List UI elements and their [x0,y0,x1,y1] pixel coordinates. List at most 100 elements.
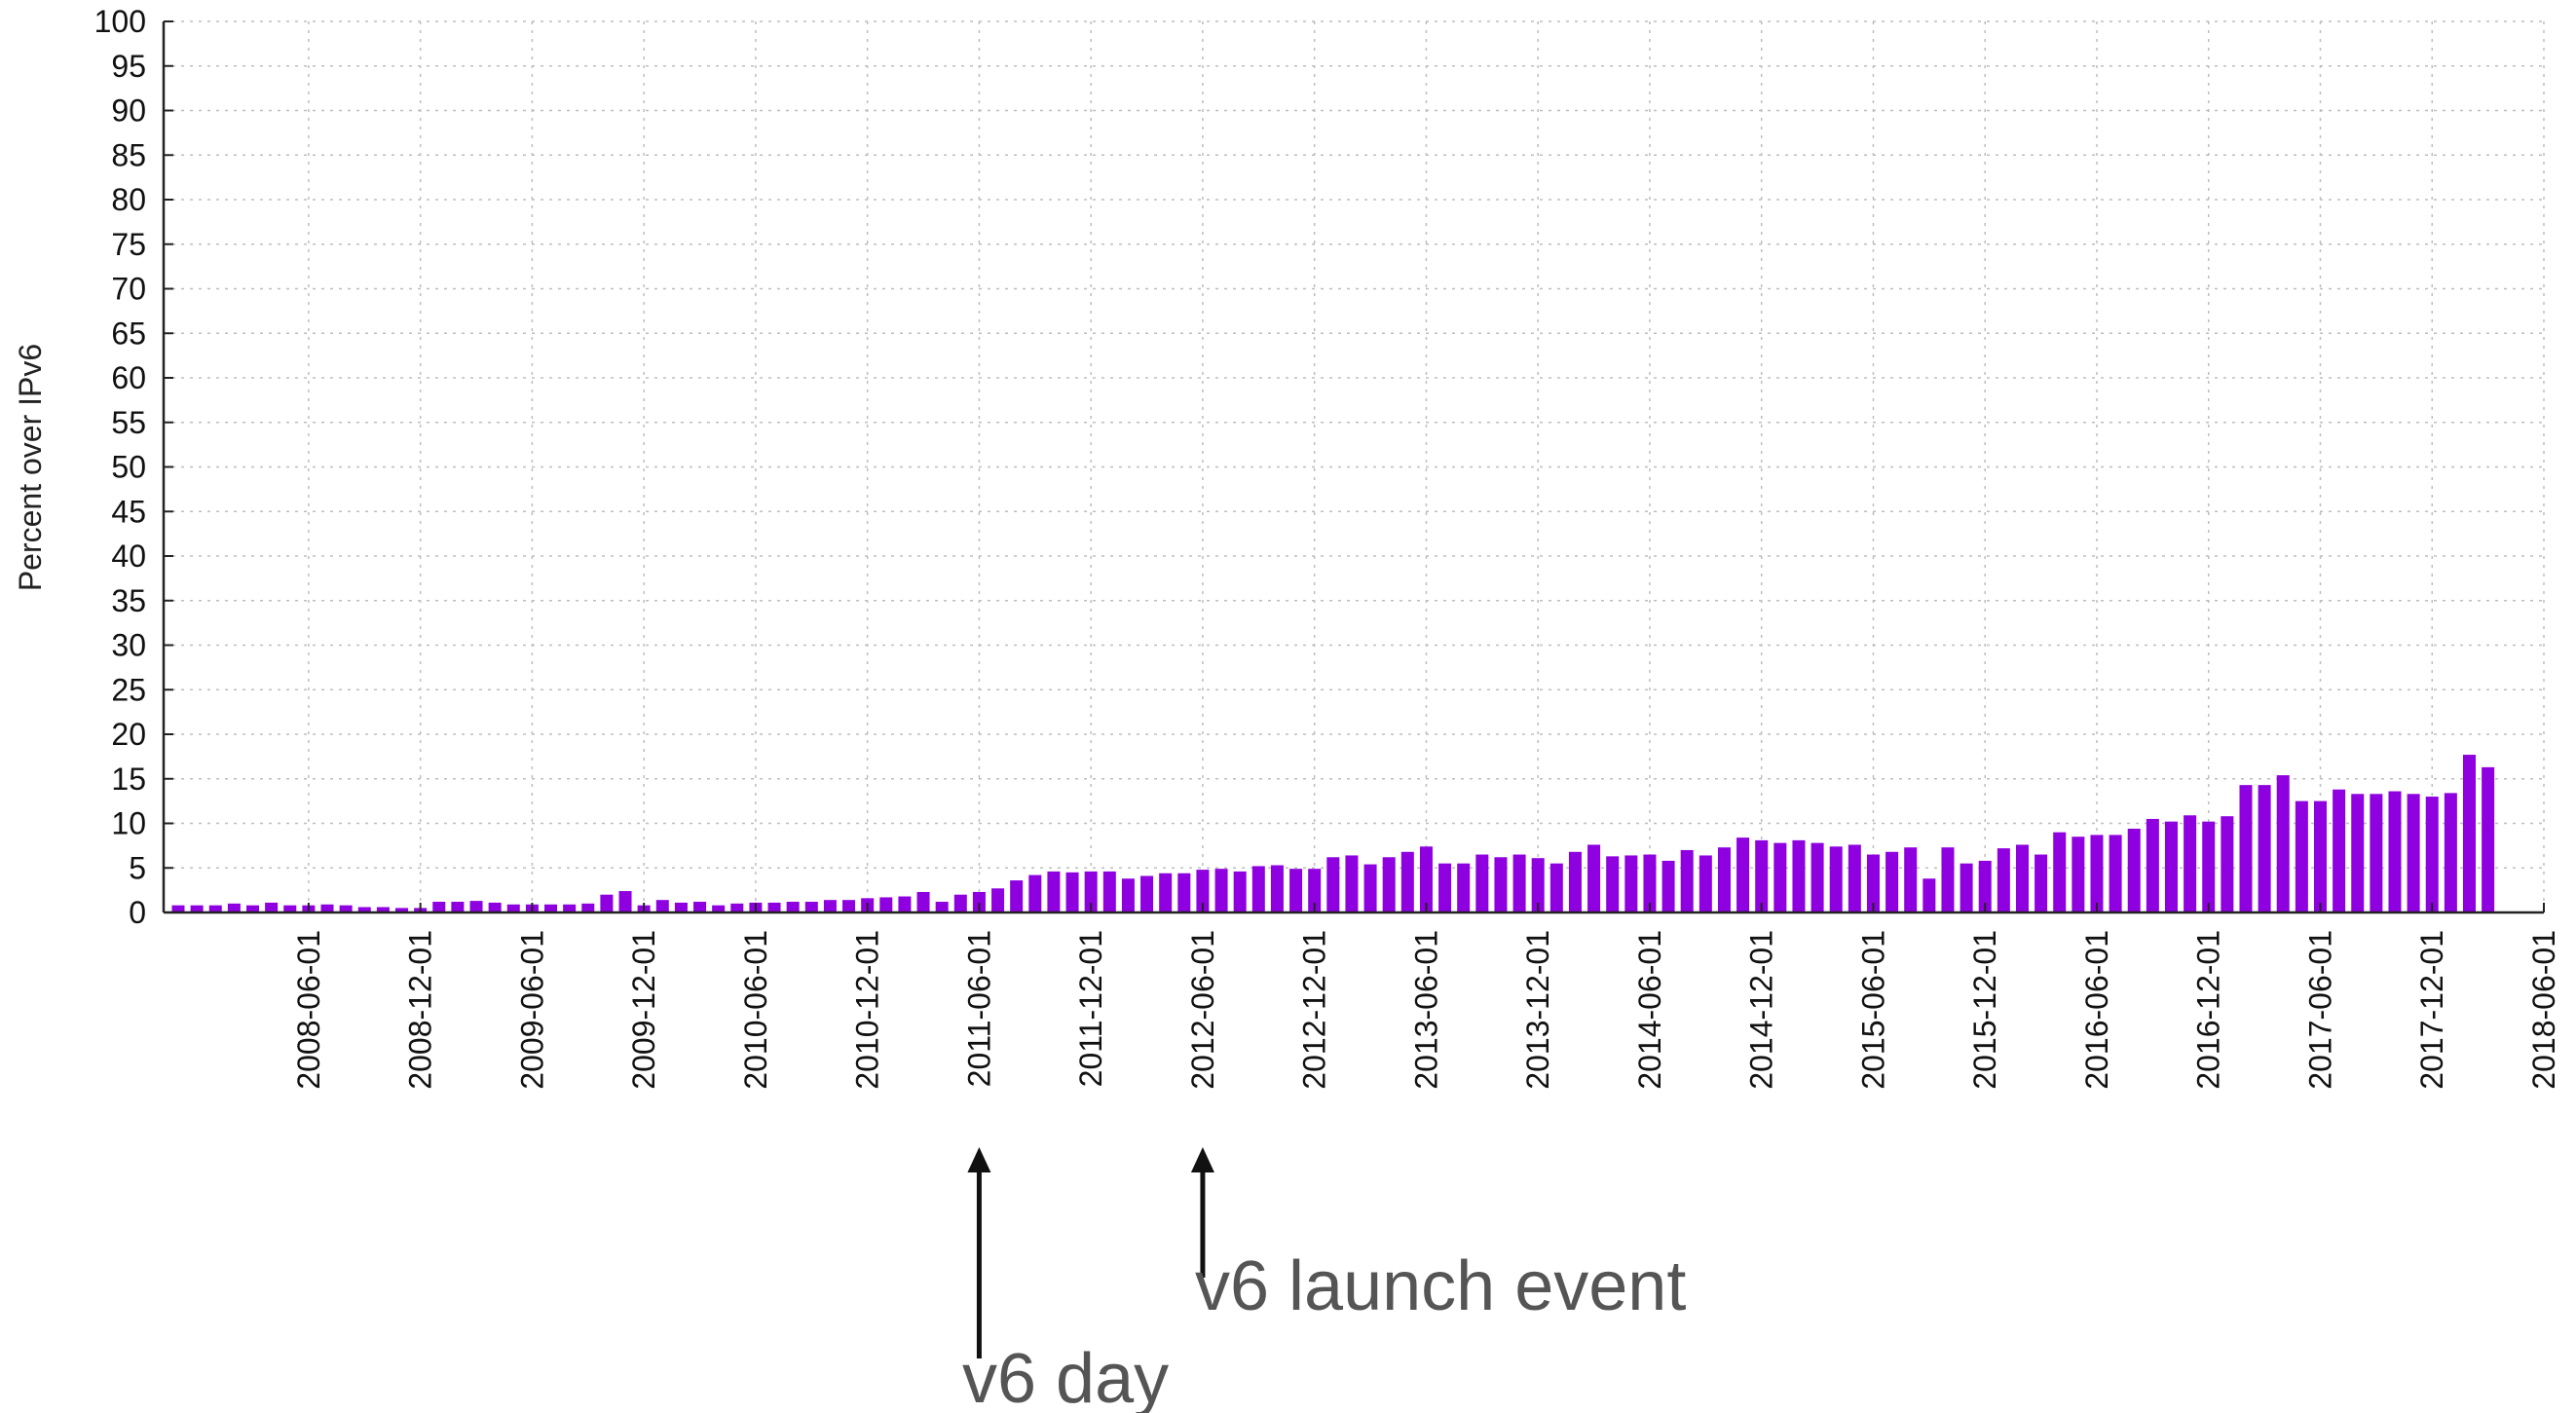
bar [1047,871,1061,912]
bar [2090,835,2104,912]
y-tick-label: 5 [129,850,146,885]
annotation-arrow-head [1190,1147,1214,1172]
bar [1494,857,1508,912]
bar [2202,821,2216,912]
x-tick-label: 2010-12-01 [850,930,885,1090]
bar [2072,837,2085,912]
y-tick-label: 65 [111,316,146,351]
bar [1736,837,1750,912]
plot-frame [162,21,2544,914]
bar [190,905,204,912]
y-tick-label: 30 [111,628,146,663]
bar [879,897,893,912]
bar [1661,860,1675,912]
annotation-label: v6 day [962,1340,1169,1413]
y-tick-label: 75 [111,227,146,262]
x-tick-label: 2011-06-01 [961,930,996,1087]
y-tick-label: 45 [111,494,146,529]
bar [339,905,353,912]
x-tick-label: 2017-06-01 [2302,930,2337,1090]
bar [451,902,465,912]
bar [1680,849,1694,912]
bar [1866,854,1880,912]
bar [581,903,595,912]
bar [2482,766,2495,912]
bars [171,755,2495,912]
bar [2407,794,2420,912]
bar [2313,800,2327,912]
y-tick-label: 100 [94,4,146,39]
bar [1270,865,1284,912]
y-tick-label: 85 [111,137,146,172]
bar [171,905,185,912]
bar [1531,858,1545,912]
bar [1363,864,1377,912]
bar [1289,869,1303,912]
bar [1233,871,1247,912]
y-axis-label: Percent over IPv6 [13,344,48,591]
bar [2333,789,2346,912]
bar [1419,846,1433,912]
bar [1251,866,1265,912]
bar [1475,854,1489,912]
bar [544,904,558,912]
bar [2351,794,2365,912]
y-axis-ticks: 0 5 10 15 20 25 30 35 40 45 50 55 60 65 70 75 80 85 90 95 10… [94,4,173,930]
annotation-label: v6 launch event [1195,1247,1686,1325]
bar [1065,872,1079,912]
y-tick-label: 15 [111,762,146,797]
x-tick-label: 2017-12-01 [2414,930,2449,1090]
bar [1345,855,1359,912]
bar [991,888,1005,912]
bar [357,907,371,912]
bar [2053,832,2067,912]
bar [2462,755,2476,912]
x-tick-label: 2011-12-01 [1073,930,1108,1087]
y-tick-label: 35 [111,583,146,618]
bar [1214,869,1228,912]
x-tick-label: 2014-12-01 [1744,930,1779,1090]
bar [712,905,726,912]
y-tick-label: 55 [111,405,146,440]
bar [842,900,856,912]
bar [376,907,390,912]
bar [1904,847,1918,912]
bar [1177,873,1191,912]
bar [767,902,781,912]
bar [953,894,967,912]
bar [1028,874,1042,912]
bar [1121,878,1135,912]
x-tick-label: 2016-12-01 [2191,930,2226,1090]
bar [2258,785,2271,912]
bar [1717,847,1731,912]
bar [1811,842,1824,912]
bar [246,905,260,912]
y-tick-label: 50 [111,450,146,485]
bar [1624,855,1638,912]
bar [432,902,446,912]
bar [283,905,297,912]
bar [935,902,949,912]
bar [1941,847,1955,912]
y-tick-label: 20 [111,717,146,752]
bar [1512,854,1526,912]
y-tick-label: 60 [111,360,146,395]
x-tick-label: 2014-06-01 [1632,930,1667,1090]
annotations: v6 day v6 launch event [962,1147,1686,1413]
bar [1084,871,1098,912]
bar [1382,857,1396,912]
x-tick-label: 2012-06-01 [1185,930,1220,1090]
x-axis-ticks: 2008-06-01 2008-12-01 2009-06-01 2009-12-01… [291,903,2561,1090]
bar [1549,863,1563,912]
bar [1643,854,1657,912]
x-tick-label: 2015-12-01 [1967,930,2002,1090]
y-tick-label: 10 [111,806,146,841]
annotation-arrow-head [967,1147,991,1172]
x-tick-label: 2016-06-01 [2079,930,2114,1090]
bar [1848,844,1861,912]
bar [1606,856,1620,912]
x-tick-label: 2008-12-01 [403,930,438,1090]
bar [786,902,800,912]
bar [1587,844,1601,912]
